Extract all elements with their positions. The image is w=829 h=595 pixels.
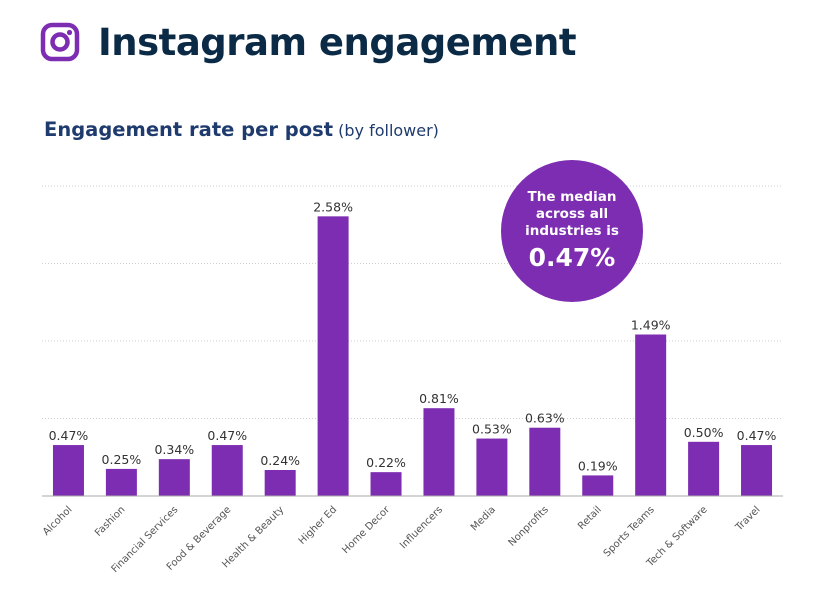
data-label: 0.47% [737,428,777,443]
data-label: 0.63% [525,411,565,426]
header: Instagram engagement [40,14,577,70]
data-label: 0.19% [578,458,618,473]
bar-0 [52,445,84,496]
median-callout: The median across all industries is 0.47… [501,160,643,302]
subtitle-main: Engagement rate per post [44,118,334,141]
instagram-icon [40,22,80,62]
data-label: 1.49% [631,317,671,332]
x-tick-label: Retail [576,504,604,532]
x-tick-label: Sports Teams [602,504,657,559]
bar-12 [688,441,720,496]
bar-4 [264,469,296,496]
bar-2 [158,459,190,496]
chart-subtitle: Engagement rate per post (by follower) [44,118,439,141]
data-label: 0.53% [472,422,512,437]
subtitle-note: (by follower) [333,121,439,140]
x-tick-label: Media [469,504,498,533]
data-label: 0.22% [366,455,406,470]
bar-1 [105,468,137,496]
bar-13 [741,445,773,496]
bar-6 [370,472,402,496]
x-tick-label: Fashion [93,504,127,538]
x-tick-label: Influencers [398,504,445,551]
x-tick-label: Alcohol [41,504,75,538]
page-title: Instagram engagement [98,20,577,64]
data-label: 0.47% [207,428,247,443]
x-tick-label: Higher Ed [297,504,339,546]
data-label: 2.58% [313,199,353,214]
data-label: 0.81% [419,391,459,406]
median-value: 0.47% [528,242,616,272]
data-label: 0.34% [154,442,194,457]
x-tick-label: Nonprofits [507,504,551,548]
bar-8 [476,438,508,496]
bar-10 [582,475,614,496]
x-tick-label: Travel [733,504,763,534]
median-text: The median across all industries is [525,188,619,239]
bar-3 [211,445,243,496]
bar-9 [529,427,561,496]
data-label: 0.47% [49,428,89,443]
data-label: 0.25% [102,452,142,467]
bar-7 [423,408,455,496]
bar-11 [635,334,667,496]
data-label: 0.50% [684,425,724,440]
data-label: 0.24% [260,453,300,468]
bar-5 [317,216,349,496]
x-tick-label: Home Decor [340,504,392,556]
